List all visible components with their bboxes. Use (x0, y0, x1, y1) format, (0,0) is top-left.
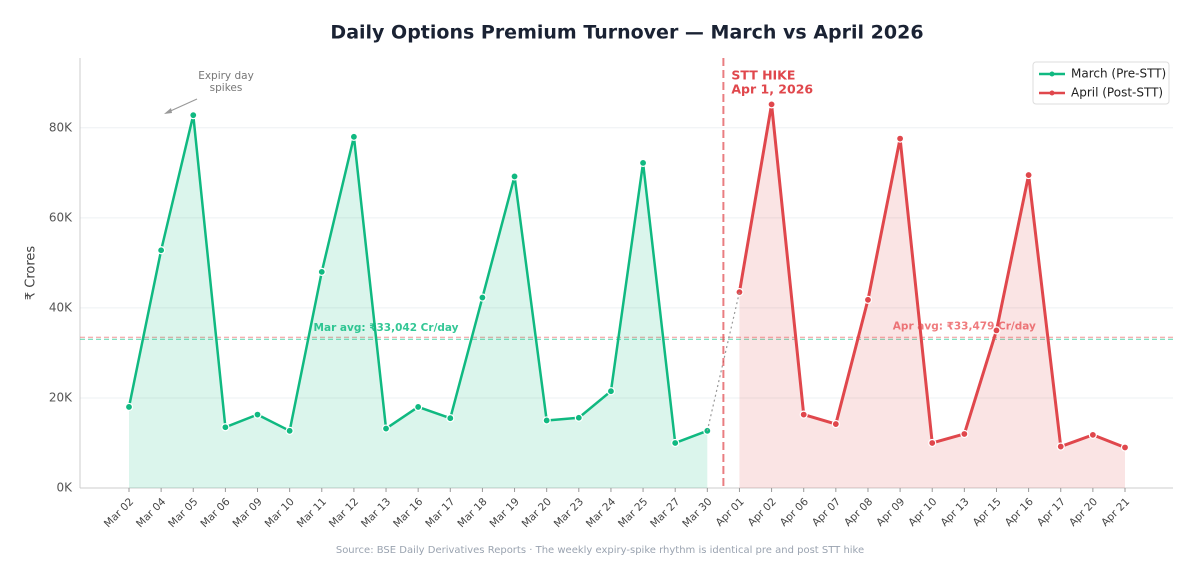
data-point (349, 132, 359, 141)
legend-box (1032, 61, 1170, 105)
data-point (446, 414, 455, 423)
source: Source: BSE Daily Derivatives Reports · … (336, 545, 864, 556)
data-point (574, 413, 583, 422)
data-point (735, 288, 744, 297)
data-point (478, 293, 487, 302)
y-tick-label: 60K (49, 210, 73, 224)
x-tick-label: Mar 27 (648, 496, 682, 530)
x-tick-label: Mar 12 (327, 496, 361, 530)
data-point (960, 429, 969, 439)
data-point (542, 416, 551, 425)
data-point (1088, 430, 1097, 439)
chart-title: Daily Options Premium Turnover — March v… (330, 22, 923, 44)
x-tick-label: Mar 25 (616, 496, 650, 530)
data-point (124, 402, 134, 412)
legend-swatch-dot (1049, 90, 1055, 96)
x-tick-label: Apr 07 (810, 496, 843, 529)
data-point (381, 424, 391, 433)
x-tick-label: Apr 09 (874, 496, 907, 529)
x-tick-label: Apr 10 (906, 496, 939, 529)
data-point (285, 426, 294, 435)
x-tick-label: Mar 13 (359, 496, 393, 530)
legend-swatch-dot (1049, 71, 1055, 77)
y-tick-label: 0K (56, 481, 73, 495)
x-tick-label: Mar 11 (295, 496, 329, 530)
x-tick-label: Apr 16 (1003, 496, 1036, 529)
x-tick-label: Mar 17 (423, 496, 457, 530)
data-point (767, 100, 776, 109)
y-tick-label: 20K (49, 390, 73, 404)
data-point (863, 295, 873, 304)
data-point (189, 111, 198, 120)
event-label: STT HIKE (731, 68, 795, 83)
x-tick-label: Mar 16 (391, 496, 426, 531)
y-axis-label: ₹ Crores (24, 246, 39, 301)
data-point (157, 246, 166, 255)
x-tick-label: Apr 15 (971, 496, 1004, 529)
x-tick-label: Mar 19 (487, 496, 521, 530)
x-tick-label: Apr 20 (1067, 496, 1100, 529)
x-tick-label: Apr 02 (746, 496, 779, 529)
data-point (253, 410, 262, 419)
data-point (317, 267, 326, 276)
event-label: Apr 1, 2026 (731, 82, 813, 97)
x-tick-label: Mar 02 (102, 496, 136, 530)
data-point (1024, 170, 1033, 180)
x-tick-label: Mar 04 (134, 496, 169, 531)
x-tick-label: Mar 10 (263, 496, 297, 530)
x-tick-label: Apr 21 (1099, 496, 1132, 529)
x-tick-label: Mar 30 (680, 496, 714, 530)
x-tick-label: Mar 20 (520, 496, 554, 530)
data-point (221, 423, 230, 432)
x-tick-label: Mar 06 (198, 496, 233, 531)
data-point (928, 438, 937, 448)
data-point (992, 326, 1001, 335)
y-tick-label: 80K (49, 120, 73, 134)
data-point (638, 158, 648, 168)
data-point (510, 172, 519, 181)
series-area (739, 104, 1125, 489)
x-tick-label: Apr 17 (1035, 496, 1068, 529)
x-tick-label: Apr 01 (714, 496, 747, 529)
x-tick-label: Mar 24 (584, 496, 619, 531)
data-point (831, 419, 840, 429)
x-tick-label: Apr 06 (778, 496, 811, 529)
series-area (129, 115, 708, 489)
data-point (1056, 442, 1065, 451)
legend-label: April (Post-STT) (1071, 86, 1163, 100)
note-text: spikes (210, 82, 243, 94)
data-point (671, 438, 680, 448)
data-point (606, 387, 616, 396)
data-point (895, 134, 905, 143)
y-tick-label: 40K (49, 300, 73, 314)
data-point (414, 402, 423, 412)
data-point (1120, 443, 1130, 452)
average-label: Mar avg: ₹33,042 Cr/day (314, 322, 459, 334)
x-tick-label: Mar 23 (552, 496, 586, 530)
note-text: Expiry day (198, 70, 254, 82)
note-arrowhead (164, 108, 172, 114)
x-tick-label: Apr 13 (938, 496, 971, 529)
legend-label: March (Pre-STT) (1071, 67, 1166, 81)
x-tick-label: Apr 08 (842, 496, 875, 529)
x-tick-label: Mar 09 (230, 496, 264, 530)
x-tick-label: Mar 18 (455, 496, 489, 530)
x-tick-label: Mar 05 (166, 496, 200, 530)
data-point (799, 410, 808, 419)
